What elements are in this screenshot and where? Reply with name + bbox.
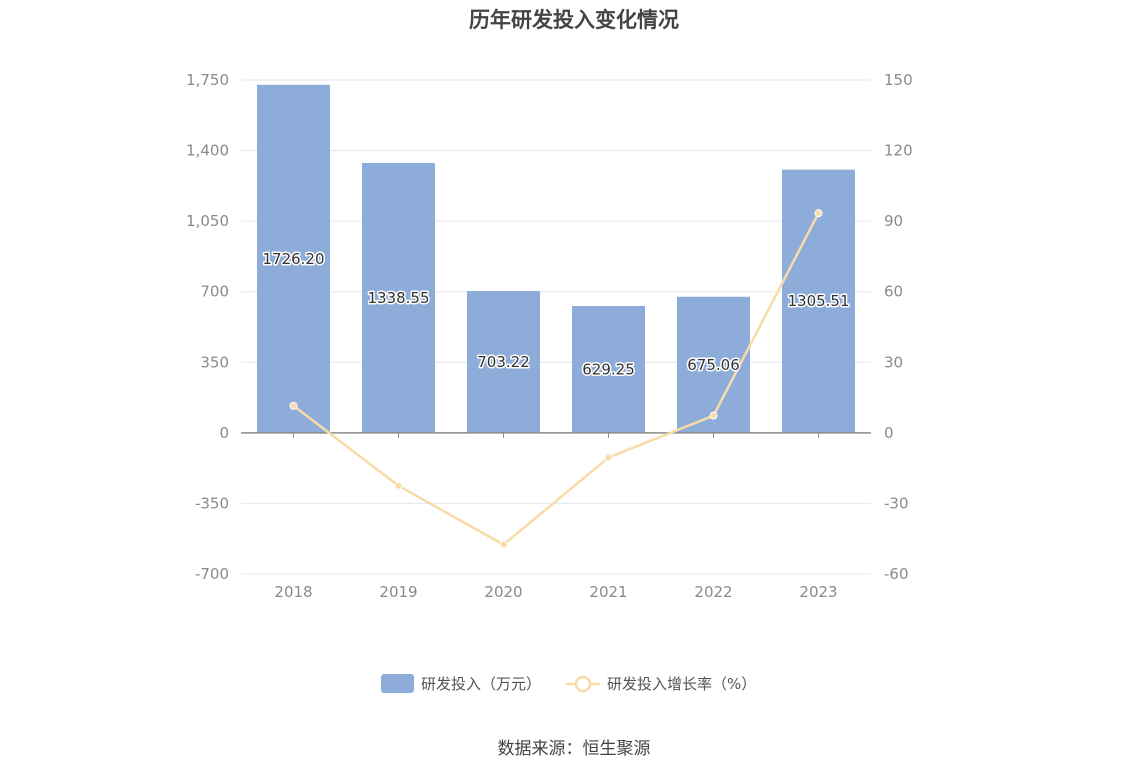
source-note: 数据来源：恒生聚源: [498, 739, 651, 759]
bar-value-label: 1305.51: [787, 292, 849, 310]
bar-data-labels: 1726.20 1338.55 703.22 629.25 675.06 1305.51: [261, 248, 851, 380]
bar: [257, 84, 330, 433]
x-axis-tick-label: 2020: [484, 583, 522, 601]
legend-line-marker: [574, 675, 592, 693]
x-axis-tick-label: 2022: [694, 583, 732, 601]
bar-value-label: 675.06: [687, 356, 740, 374]
x-axis-tick-label: 2018: [274, 583, 312, 601]
growth-point: [604, 453, 613, 462]
growth-point: [394, 481, 403, 490]
bar: [467, 291, 540, 433]
growth-line: [292, 212, 820, 547]
bar: [572, 305, 645, 433]
grid-lines: [241, 79, 871, 575]
legend: 研发投入（万元） 研发投入增长率（%）: [381, 674, 756, 693]
legend-label-line: 研发投入增长率（%）: [607, 675, 756, 693]
x-axis-tick-label: 2021: [589, 583, 627, 601]
x-axis: [241, 432, 871, 438]
right-axis-tick-label: 30: [884, 353, 903, 371]
growth-point: [499, 540, 508, 549]
left-axis-tick-label: -700: [195, 565, 229, 583]
left-axis-tick-label: 1,750: [186, 71, 229, 89]
line-series: [289, 209, 823, 549]
growth-point: [289, 401, 298, 410]
x-axis-tick-label: 2019: [379, 583, 417, 601]
right-axis-tick-label: 60: [884, 283, 903, 301]
bar: [677, 296, 750, 433]
chart-title: 历年研发投入变化情况: [469, 8, 679, 32]
legend-item-bar[interactable]: 研发投入（万元）: [381, 674, 541, 693]
bar-value-label: 1338.55: [367, 289, 429, 307]
right-axis-tick-label: 120: [884, 142, 913, 160]
right-axis-tick-label: 90: [884, 212, 903, 230]
bar-value-label: 703.22: [477, 353, 530, 371]
legend-label-bar: 研发投入（万元）: [421, 675, 541, 693]
x-axis-tick-labels: 2018 2019 2020 2021 2022 2023: [274, 583, 837, 601]
left-axis-tick-label: 700: [200, 283, 229, 301]
right-axis-tick-label: -60: [884, 565, 909, 583]
legend-bar-swatch: [381, 674, 414, 693]
left-axis-tick-label: 1,050: [186, 212, 229, 230]
bar-value-label: 1726.20: [262, 250, 324, 268]
legend-item-line[interactable]: 研发投入增长率（%）: [566, 675, 756, 693]
left-axis-tick-label: 350: [200, 353, 229, 371]
x-axis-tick-label: 2023: [799, 583, 837, 601]
left-axis: 1,750 1,400 1,050 700 350 0 -350 -700: [186, 71, 229, 583]
right-axis-tick-label: -30: [884, 494, 909, 512]
right-axis-tick-label: 0: [884, 424, 894, 442]
right-axis-tick-label: 150: [884, 71, 913, 89]
growth-point: [814, 209, 823, 218]
bar-value-label: 629.25: [582, 360, 635, 378]
left-axis-tick-label: -350: [195, 494, 229, 512]
left-axis-tick-label: 1,400: [186, 142, 229, 160]
bar-series: [257, 84, 855, 433]
right-axis: 150 120 90 60 30 0 -30 -60: [884, 71, 913, 583]
left-axis-tick-label: 0: [219, 424, 229, 442]
growth-point: [709, 411, 718, 420]
bar: [362, 162, 435, 433]
